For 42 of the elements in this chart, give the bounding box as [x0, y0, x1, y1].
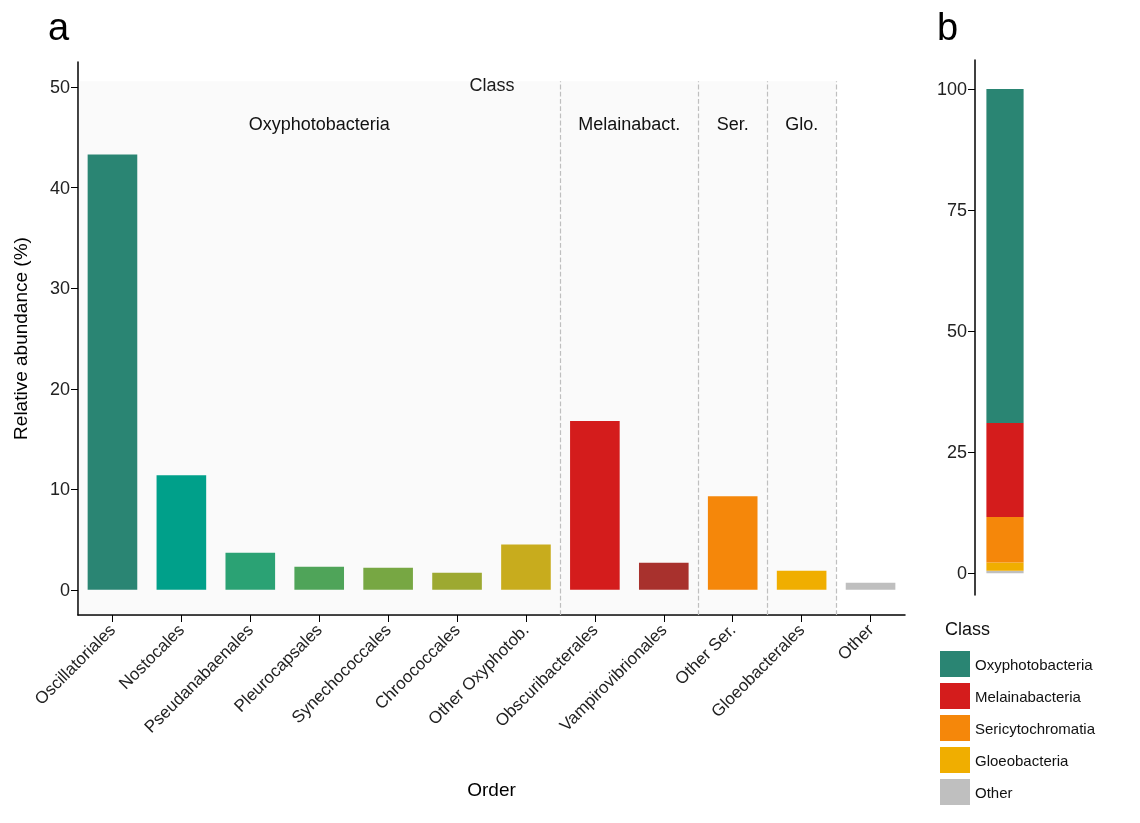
band-label: Ser. [716, 114, 749, 135]
legend-label: Melainabacteria [975, 687, 1082, 705]
bar [87, 154, 138, 590]
legend-label: Gloeobacteria [975, 751, 1070, 769]
bar [570, 420, 620, 590]
bar [986, 562, 1024, 571]
y-tick-label: 100 [936, 79, 967, 100]
bar [986, 423, 1024, 518]
y-tick-label: 0 [956, 563, 967, 584]
bar [986, 517, 1024, 563]
y-tick-label: 10 [49, 479, 70, 500]
bar [501, 544, 551, 590]
bar [845, 582, 896, 590]
band-label: Melainabact. [578, 114, 681, 135]
y-axis-title: Relative abundance (%) [10, 237, 31, 440]
bar [225, 552, 276, 590]
bar [776, 570, 827, 590]
y-tick-label: 75 [946, 200, 967, 221]
bar [986, 89, 1024, 424]
y-tick-label: 25 [946, 442, 967, 463]
bar [707, 496, 758, 590]
y-tick-label: 20 [49, 378, 70, 399]
band-label: Oxyphotobacteria [248, 114, 391, 135]
legend-title: Class [945, 619, 991, 639]
chart-title: b [937, 6, 959, 48]
bar [638, 562, 689, 590]
bar [432, 572, 482, 590]
chart-title: a [48, 6, 70, 48]
band-label: Glo. [785, 114, 819, 135]
x-axis-title: Order [467, 779, 517, 800]
legend-label: Oxyphotobacteria [975, 655, 1094, 673]
y-tick-label: 30 [49, 278, 70, 299]
bar [363, 567, 413, 590]
annotation: Class [469, 75, 515, 95]
y-tick-label: 0 [59, 579, 70, 600]
bar [294, 566, 345, 590]
legend-label: Sericytochromatia [975, 719, 1096, 737]
y-tick-label: 40 [49, 177, 70, 198]
y-tick-label: 50 [49, 77, 70, 98]
legend-label: Other [975, 783, 1013, 801]
bar [156, 475, 207, 590]
y-tick-label: 50 [946, 321, 967, 342]
